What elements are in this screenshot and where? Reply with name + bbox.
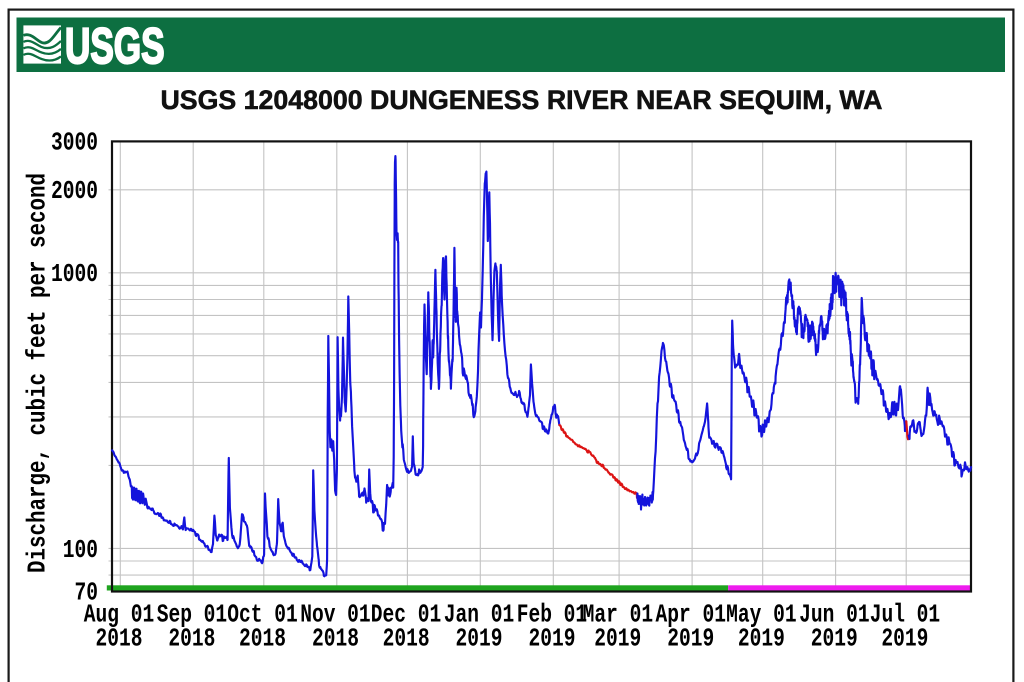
svg-text:2018: 2018	[168, 624, 215, 654]
svg-text:May 01: May 01	[726, 600, 797, 630]
svg-text:Oct 01: Oct 01	[227, 600, 297, 630]
svg-text:2019: 2019	[811, 624, 858, 654]
svg-text:Feb 01: Feb 01	[517, 600, 588, 630]
svg-text:Aug 01: Aug 01	[84, 600, 155, 630]
svg-text:2018: 2018	[239, 624, 286, 654]
svg-text:2018: 2018	[312, 624, 359, 654]
svg-text:USGS: USGS	[65, 18, 165, 74]
svg-text:Jul 01: Jul 01	[870, 600, 941, 630]
svg-text:2000: 2000	[51, 176, 98, 206]
svg-text:Mar 01: Mar 01	[583, 600, 654, 630]
svg-text:100: 100	[63, 535, 98, 565]
svg-text:2018: 2018	[383, 624, 430, 654]
svg-text:2019: 2019	[738, 624, 785, 654]
svg-text:2019: 2019	[456, 624, 503, 654]
svg-text:Jan 01: Jan 01	[444, 600, 515, 630]
svg-text:2019: 2019	[881, 624, 928, 654]
svg-text:Dec 01: Dec 01	[371, 600, 442, 630]
svg-text:Nov 01: Nov 01	[300, 600, 371, 630]
svg-text:2019: 2019	[594, 624, 641, 654]
svg-text:USGS 12048000 DUNGENESS RIVER: USGS 12048000 DUNGENESS RIVER NEAR SEQUI…	[161, 85, 883, 115]
svg-text:2019: 2019	[667, 624, 714, 654]
svg-text:Jun 01: Jun 01	[799, 600, 870, 630]
svg-text:3000: 3000	[51, 128, 98, 158]
svg-text:70: 70	[75, 578, 99, 608]
svg-text:1000: 1000	[51, 259, 98, 289]
svg-text:2019: 2019	[529, 624, 576, 654]
svg-text:Discharge, cubic feet per seco: Discharge, cubic feet per second	[23, 173, 53, 573]
svg-text:Apr 01: Apr 01	[656, 600, 727, 630]
svg-text:Sep 01: Sep 01	[157, 600, 228, 630]
svg-text:2018: 2018	[96, 624, 143, 654]
